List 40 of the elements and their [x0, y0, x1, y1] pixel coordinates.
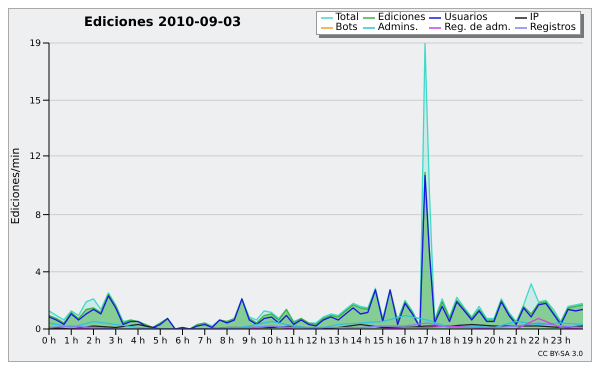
x-tick-label: 10 h: [261, 336, 282, 346]
x-tick-label: 3 h: [108, 336, 123, 346]
x-tick-label: 0 h: [42, 336, 56, 346]
x-tick-label: 13 h: [328, 336, 348, 346]
legend-label: Ediciones: [378, 12, 426, 23]
y-tick-label: 4: [35, 268, 42, 278]
y-tick-label: 8: [35, 210, 42, 221]
legend-label: IP: [530, 12, 539, 23]
x-tick-label: 18 h: [439, 336, 460, 346]
x-tick-label: 11 h: [284, 336, 304, 346]
x-tick-label: 15 h: [372, 336, 393, 346]
x-tick-label: 8 h: [220, 336, 234, 346]
x-tick-label: 14 h: [350, 336, 371, 346]
y-tick-label: 0: [35, 325, 42, 336]
legend-label: Reg. de adm.: [444, 22, 511, 33]
x-tick-label: 7 h: [198, 336, 212, 346]
y-tick-label: 15: [30, 96, 41, 106]
chart-title: Ediciones 2010-09-03: [84, 15, 242, 30]
x-tick-label: 17 h: [417, 336, 438, 346]
x-tick-label: 16 h: [394, 336, 416, 346]
x-tick-label: 23 h: [550, 336, 571, 346]
legend-label: Total: [336, 12, 359, 23]
x-tick-label: 4 h: [130, 336, 146, 346]
x-tick-label: 6 h: [175, 336, 190, 346]
legend-label: Bots: [336, 22, 358, 33]
y-axis-title: Ediciones/min: [8, 148, 22, 224]
x-tick-label: 9 h: [242, 336, 256, 346]
x-tick-label: 5 h: [153, 336, 168, 346]
x-tick-label: 2 h: [86, 336, 101, 346]
legend-label: Registros: [530, 22, 576, 33]
x-tick-label: 21 h: [506, 336, 526, 346]
x-tick-label: 22 h: [528, 336, 549, 346]
x-tick-label: 1 h: [64, 336, 78, 346]
x-tick-label: 12 h: [306, 336, 326, 346]
legend-label: Usuarios: [444, 12, 488, 23]
legend-label: Admins.: [378, 22, 418, 33]
y-tick-label: 12: [30, 152, 41, 162]
y-tick-label: 19: [30, 39, 42, 50]
x-tick-label: 20 h: [484, 336, 504, 346]
x-tick-label: 19 h: [462, 336, 482, 346]
